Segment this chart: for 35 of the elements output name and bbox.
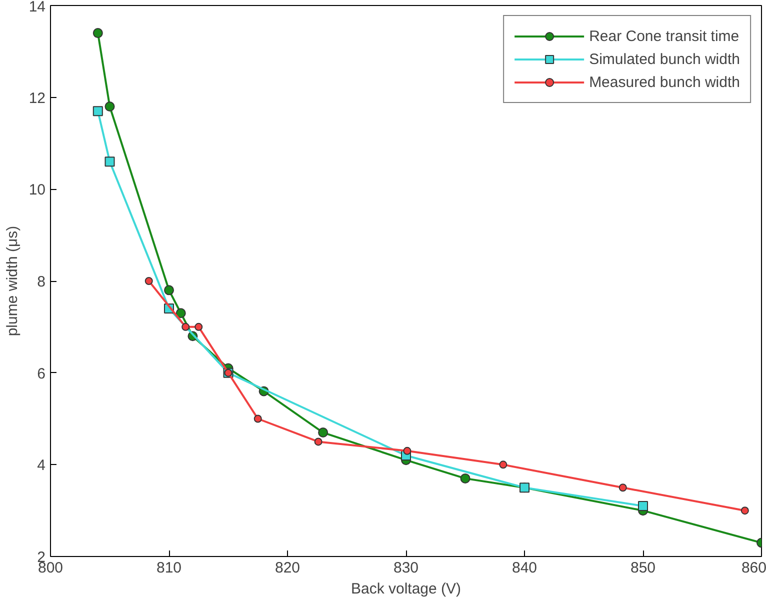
point bbox=[254, 414, 262, 423]
y-tick-label: 6 bbox=[37, 365, 46, 382]
point bbox=[92, 28, 103, 38]
legend-label: Measured bunch width bbox=[589, 74, 740, 90]
point bbox=[460, 473, 470, 484]
point bbox=[176, 308, 186, 318]
y-tick-label: 10 bbox=[28, 182, 46, 199]
y-axis-title: plume width (μs) bbox=[4, 226, 21, 336]
point bbox=[92, 106, 103, 116]
x-tick-label: 830 bbox=[393, 560, 419, 576]
point bbox=[104, 156, 115, 167]
y-tick-label: 12 bbox=[28, 90, 46, 107]
point bbox=[144, 277, 153, 285]
point bbox=[164, 285, 174, 296]
legend-label: Rear Cone transit time bbox=[589, 28, 740, 44]
point bbox=[104, 102, 115, 112]
point bbox=[499, 460, 508, 469]
x-axis-title: Back voltage (V) bbox=[350, 580, 462, 598]
x-tick-label: 840 bbox=[512, 560, 538, 576]
point bbox=[638, 500, 648, 511]
point bbox=[403, 446, 412, 455]
y-tick-label: 8 bbox=[37, 274, 46, 290]
x-tick-label: 820 bbox=[274, 560, 300, 576]
x-tick-label: 850 bbox=[630, 560, 656, 576]
x-tick-label: 810 bbox=[156, 560, 182, 576]
x-tick-label: 860 bbox=[741, 560, 766, 576]
point bbox=[314, 438, 322, 446]
legend-label: Simulated bunch width bbox=[589, 50, 740, 68]
point bbox=[194, 322, 203, 331]
point bbox=[618, 484, 627, 492]
y-tick-label: 14 bbox=[28, 0, 46, 16]
y-tick-label: 4 bbox=[37, 457, 46, 474]
point bbox=[740, 506, 749, 515]
point bbox=[318, 428, 328, 438]
point bbox=[182, 322, 190, 331]
